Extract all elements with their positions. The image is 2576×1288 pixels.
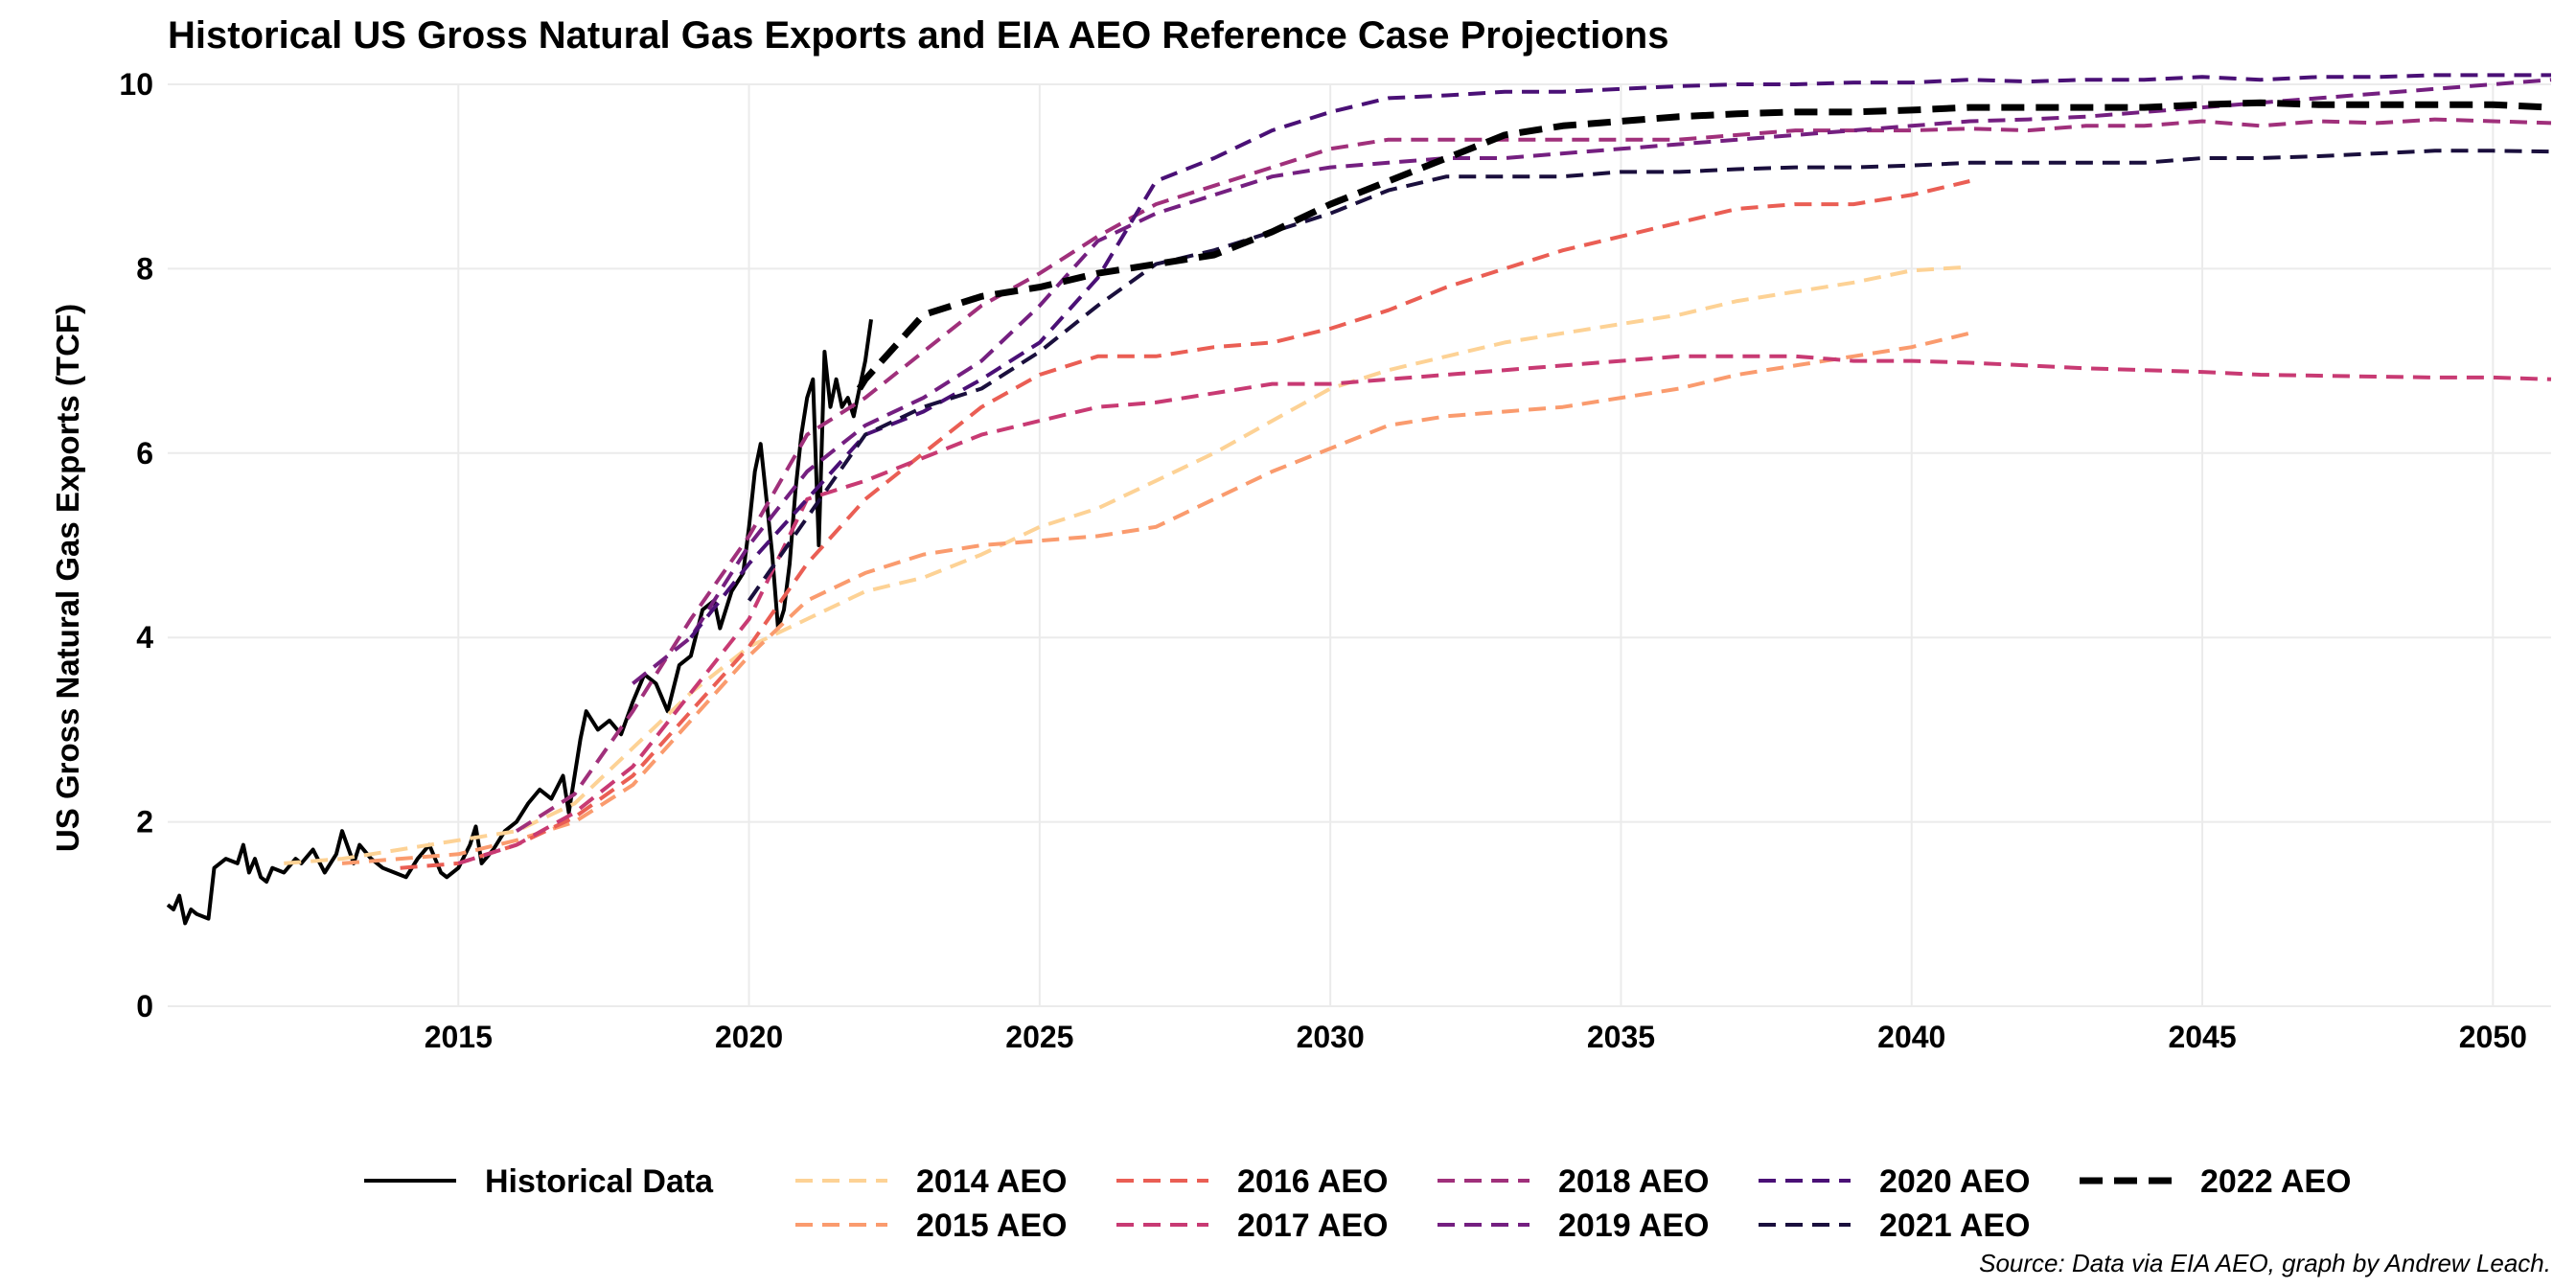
y-tick-label: 2 xyxy=(136,805,153,840)
series-line-2016-aeo xyxy=(400,179,1970,870)
y-axis-label: US Gross Natural Gas Exports (TCF) xyxy=(50,304,85,852)
x-tick-label: 2040 xyxy=(1877,1020,1945,1054)
series-line-2022-aeo xyxy=(856,99,2552,391)
legend-label-2014-aeo: 2014 AEO xyxy=(916,1163,1068,1200)
legend-label-2019-aeo: 2019 AEO xyxy=(1558,1208,1710,1244)
x-tick-label: 2020 xyxy=(715,1020,783,1054)
chart-title: Historical US Gross Natural Gas Exports … xyxy=(168,14,1668,57)
series-line-2020-aeo xyxy=(689,73,2551,639)
x-tick-label: 2015 xyxy=(425,1020,493,1054)
legend-label-2022-aeo: 2022 AEO xyxy=(2200,1163,2352,1200)
series-line-2015-aeo xyxy=(341,331,1970,865)
legend-label-2016-aeo: 2016 AEO xyxy=(1237,1163,1389,1200)
legend-label-2018-aeo: 2018 AEO xyxy=(1558,1163,1710,1200)
legend-label-2017-aeo: 2017 AEO xyxy=(1237,1208,1389,1244)
y-tick-label: 4 xyxy=(136,620,153,655)
x-tick-label: 2050 xyxy=(2459,1020,2527,1054)
series-line-2018-aeo xyxy=(515,117,2552,833)
y-tick-label: 10 xyxy=(119,67,153,102)
y-tick-label: 6 xyxy=(136,436,153,471)
legend-label-2020-aeo: 2020 AEO xyxy=(1879,1163,2031,1200)
x-tick-label: 2045 xyxy=(2168,1020,2236,1054)
legend-label-2015-aeo: 2015 AEO xyxy=(916,1208,1068,1244)
axis-ticks: 0 2 4 6 8 10 2015 2020 2025 2030 2035 2040 2045 2050 xyxy=(119,67,2527,1054)
chart-caption: Source: Data via EIA AEO, graph by Andre… xyxy=(1979,1249,2551,1277)
x-tick-label: 2030 xyxy=(1297,1020,1365,1054)
legend-label-historical-data: Historical Data xyxy=(485,1163,714,1200)
y-tick-label: 0 xyxy=(136,989,153,1024)
grid xyxy=(168,83,2551,1007)
series-line-2021-aeo xyxy=(747,149,2552,602)
legend: Historical Data 2014 AEO 2015 AEO 2016 AEO 2… xyxy=(364,1163,2352,1244)
legend-label-2021-aeo: 2021 AEO xyxy=(1879,1208,2031,1244)
series-line-2019-aeo xyxy=(632,78,2552,685)
x-tick-label: 2035 xyxy=(1587,1020,1655,1054)
x-tick-label: 2025 xyxy=(1005,1020,1073,1054)
plot-area xyxy=(166,73,2552,926)
series-line-2014-aeo xyxy=(284,264,1970,865)
y-tick-label: 8 xyxy=(136,251,153,286)
series-line-2017-aeo xyxy=(457,354,2552,865)
series-line-historical-data xyxy=(166,319,873,926)
